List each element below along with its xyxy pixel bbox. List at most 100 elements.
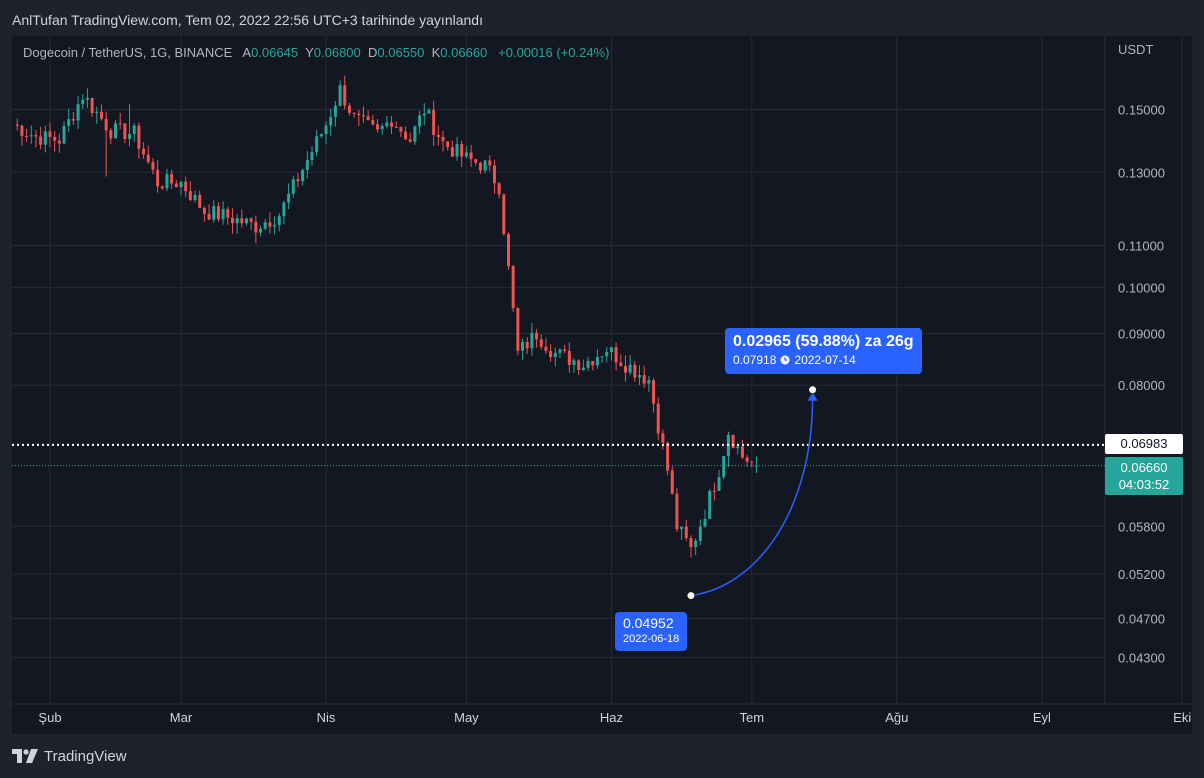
time-tick-label: May [454,710,479,725]
candle [324,121,328,145]
candle [179,181,183,196]
candle [694,538,698,556]
candle [221,201,225,225]
price-axis-unit[interactable]: USDT [1118,42,1154,57]
candle [666,441,670,476]
candle [230,208,234,234]
publish-header: AnlTufan TradingView.com, Tem 02, 2022 2… [12,12,483,28]
candle [20,124,24,147]
candle [600,355,604,363]
low-value: 0.06550 [377,45,425,60]
candle [577,359,581,376]
time-tick-label: Tem [740,710,765,725]
candle [146,145,150,164]
time-tick-label: Nis [317,710,336,725]
projection-target-label[interactable]: 0.02965 (59.88%) za 26g 0.07918 2022-07-… [725,328,922,374]
candle [245,217,248,226]
bar-countdown: 04:03:52 [1118,477,1170,492]
candle [535,328,539,348]
projection-summary: 0.02965 (59.88%) za 26g [733,333,914,350]
candle [174,179,178,188]
candle [652,378,656,413]
candle [137,122,141,159]
candle [198,190,202,209]
candle [418,110,422,134]
candle [731,434,735,449]
candle [319,133,323,138]
candle [361,106,365,124]
candle [638,365,641,386]
candle [301,168,305,186]
candle [530,323,534,356]
candle [413,125,417,145]
candles [15,75,758,558]
candle [497,182,501,199]
candle [581,359,585,371]
price-tick-label: 0.04700 [1118,611,1165,626]
chart-canvas[interactable]: 0.15000 0.13000 0.11000 0.10000 0.09000 0.080… [12,36,1192,734]
candle [441,130,445,152]
time-axis[interactable]: Şub Mar Nis May Haz Tem Ağu Eyl Eki [38,710,1191,725]
candle [689,535,693,558]
high-label: Y [305,45,314,60]
grid [12,36,1192,705]
candle [544,338,548,354]
candle [717,470,721,491]
candle [291,175,295,198]
price-tick-label: 0.05200 [1118,567,1165,582]
candle [623,355,627,382]
candle [745,454,749,467]
candle [446,141,450,151]
time-tick-label: Şub [38,710,61,725]
price-line-tag[interactable]: 0.06983 [1105,434,1183,454]
candle [263,218,267,231]
projection-curve[interactable] [690,397,814,597]
candle [376,118,379,133]
candle [680,526,684,540]
candle [333,100,337,127]
projection-start-point[interactable] [686,591,696,601]
candle [357,109,361,127]
candle [282,200,286,225]
candle [305,151,309,179]
candle [207,204,211,221]
candle [628,354,632,376]
time-tick-label: Haz [600,710,623,725]
projection-target-price: 0.07918 [733,353,777,367]
price-axis[interactable]: 0.15000 0.13000 0.11000 0.10000 0.09000 0.080… [1118,103,1165,666]
candle [347,102,351,116]
last-price-tag[interactable]: 0.06660 04:03:52 [1105,457,1183,495]
chart-frame[interactable]: 0.15000 0.13000 0.11000 0.10000 0.09000 0.080… [12,36,1192,734]
close-label: K [431,45,441,60]
close-value: 0.06660 [440,45,488,60]
candle [287,183,291,210]
candle [633,361,637,382]
candle [399,126,403,137]
candle [273,216,277,235]
symbol-title[interactable]: Dogecoin / TetherUS, 1G, BINANCE [23,45,233,60]
chart-legend: Dogecoin / TetherUS, 1G, BINANCE A0.0664… [23,45,609,61]
candle [315,129,319,157]
candle [558,348,562,359]
candle [722,455,726,480]
candle [450,140,454,158]
candle [474,158,478,166]
candle [422,103,426,126]
candle [104,111,108,177]
candle [226,206,230,225]
candle [408,132,412,143]
candle [132,123,136,143]
candle [114,120,117,139]
candle [109,128,113,145]
candle [366,110,370,121]
candle [591,360,595,371]
candle [595,349,599,369]
candle [165,168,169,192]
price-tick-label: 0.11000 [1118,239,1164,254]
brand-name[interactable]: TradingView [44,747,127,765]
projection-start-date: 2022-06-18 [623,633,680,645]
change-value: +0.00016 (+0.24%) [498,45,610,60]
projection-end-point[interactable] [808,385,818,395]
tradingview-logo-icon[interactable] [12,749,38,763]
projection-start-label[interactable]: 0.04952 2022-06-18 [615,612,688,651]
